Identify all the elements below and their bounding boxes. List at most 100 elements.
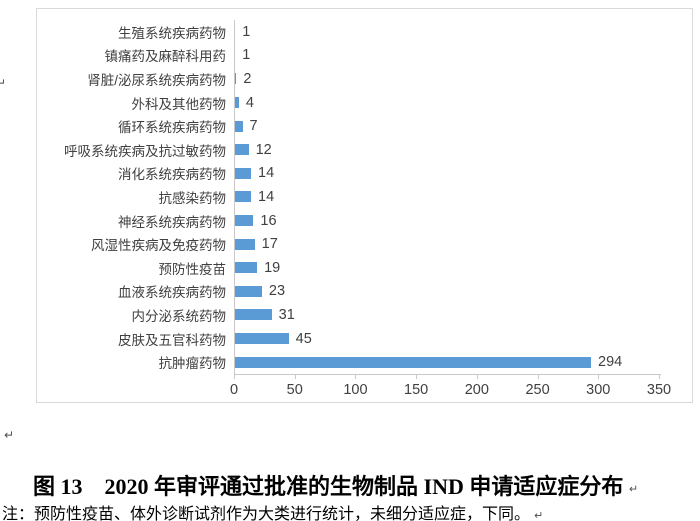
bar — [234, 144, 249, 156]
figure-note-text: 注：预防性疫苗、体外诊断试剂作为大类进行统计，未细分适应症，下同。 — [2, 506, 531, 521]
category-label: 抗肿瘤药物 — [158, 356, 227, 372]
bar — [234, 73, 237, 85]
category-label: 生殖系统疾病药物 — [118, 25, 226, 41]
category-label: 风湿性疾病及免疫药物 — [91, 238, 226, 254]
bar — [234, 356, 591, 368]
chart-row: 风湿性疾病及免疫药物 17 — [37, 232, 661, 256]
bar-track: 1 — [234, 20, 661, 44]
x-axis-tick — [416, 374, 418, 379]
value-label: 1 — [242, 47, 251, 64]
bar-track: 19 — [234, 256, 661, 280]
bar — [234, 309, 272, 321]
value-label: 12 — [255, 141, 272, 158]
category-label: 镇痛药及麻醉科用药 — [104, 49, 227, 65]
category-label: 血液系统疾病药物 — [118, 285, 226, 301]
chart-row: 抗肿瘤药物 294 — [37, 350, 661, 374]
chart-row: 消化系统疾病药物 14 — [37, 162, 661, 186]
x-axis-tick — [598, 374, 600, 379]
bar — [234, 167, 251, 179]
category-label: 内分泌系统药物 — [131, 308, 227, 324]
bar — [234, 262, 258, 274]
figure-caption-text: 图 13 2020 年审评通过批准的生物制品 IND 申请适应症分布 — [33, 474, 624, 499]
category-label: 肾脏/泌尿系统疾病药物 — [87, 72, 226, 88]
paragraph-mark: ↵ — [628, 482, 639, 496]
category-label: 外科及其他药物 — [131, 96, 227, 112]
chart-row: 神经系统疾病药物 16 — [37, 209, 661, 233]
bar-track: 294 — [234, 350, 661, 374]
bar-track: 23 — [234, 280, 661, 304]
category-label: 皮肤及五官科药物 — [118, 332, 226, 348]
bar — [234, 215, 254, 227]
x-axis-tick-label: 350 — [646, 382, 672, 398]
chart-row: 镇痛药及麻醉科用药 1 — [37, 44, 661, 68]
bar-track: 7 — [234, 114, 661, 138]
chart-row: 内分泌系统药物 31 — [37, 303, 661, 327]
chart-row: 生殖系统疾病药物 1 — [37, 20, 661, 44]
x-axis-line — [234, 374, 661, 375]
chart-row: 抗感染药物 14 — [37, 185, 661, 209]
bar — [234, 120, 243, 132]
x-axis-tick — [476, 374, 478, 379]
x-axis-tick-label: 50 — [286, 382, 303, 398]
bar-track: 45 — [234, 327, 661, 351]
figure-note: 注：预防性疫苗、体外诊断试剂作为大类进行统计，未细分适应症，下同。 ↵ — [2, 500, 543, 521]
chart-row: 外科及其他药物 4 — [37, 91, 661, 115]
value-label: 23 — [268, 283, 286, 300]
x-axis-tick — [355, 374, 357, 379]
chart-row: 呼吸系统疾病及抗过敏药物 12 — [37, 138, 661, 162]
x-axis-tick — [294, 374, 296, 379]
x-axis-tick-label: 0 — [229, 382, 239, 398]
bar — [234, 285, 262, 297]
paragraph-mark: ↵ — [0, 76, 7, 90]
category-label: 循环系统疾病药物 — [118, 120, 226, 136]
value-label: 4 — [245, 94, 254, 111]
value-label: 1 — [242, 23, 251, 40]
bar-track: 12 — [234, 138, 661, 162]
value-label: 7 — [249, 118, 258, 135]
bar — [234, 191, 251, 203]
paragraph-mark: ↵ — [4, 428, 15, 442]
x-axis-tick — [659, 374, 660, 379]
x-axis-tick-label: 200 — [464, 382, 489, 398]
bar-chart: 生殖系统疾病药物 1 镇痛药及麻醉科用药 1 肾脏/泌尿系统疾病药物 2 外科及其他药物 4 循… — [36, 8, 693, 403]
x-axis-tick — [234, 374, 235, 379]
chart-row: 肾脏/泌尿系统疾病药物 2 — [37, 67, 661, 91]
category-label: 抗感染药物 — [158, 190, 227, 206]
value-label: 16 — [260, 212, 277, 229]
chart-row: 预防性疫苗 19 — [37, 256, 661, 280]
bar-track: 16 — [234, 209, 661, 233]
bar-track: 17 — [234, 232, 661, 256]
chart-row: 循环系统疾病药物 7 — [37, 114, 661, 138]
category-label: 消化系统疾病药物 — [118, 167, 226, 183]
value-label: 45 — [295, 330, 312, 347]
value-label: 14 — [258, 188, 275, 205]
bar-track: 2 — [234, 67, 661, 91]
category-label: 呼吸系统疾病及抗过敏药物 — [64, 143, 226, 159]
bar — [234, 333, 289, 345]
chart-row: 血液系统疾病药物 23 — [37, 280, 661, 304]
value-label: 2 — [243, 70, 252, 87]
category-label: 预防性疫苗 — [158, 261, 227, 277]
bar-track: 14 — [234, 162, 661, 186]
value-label: 31 — [278, 306, 295, 323]
x-axis-tick — [537, 374, 539, 379]
figure-caption: 图 13 2020 年审评通过批准的生物制品 IND 申请适应症分布 ↵ — [33, 469, 638, 501]
chart-row: 皮肤及五官科药物 45 — [37, 327, 661, 351]
value-label: 19 — [264, 259, 281, 276]
x-axis-tick-label: 250 — [525, 382, 550, 398]
bar-chart-rows: 生殖系统疾病药物 1 镇痛药及麻醉科用药 1 肾脏/泌尿系统疾病药物 2 外科及其他药物 4 循… — [37, 20, 661, 374]
x-axis-tick-label: 150 — [404, 382, 429, 398]
x-axis-tick-label: 100 — [343, 382, 368, 398]
value-label: 294 — [598, 354, 623, 371]
value-label: 17 — [261, 236, 278, 253]
bar — [234, 97, 239, 109]
value-label: 14 — [258, 165, 275, 182]
paragraph-mark: ↵ — [534, 508, 544, 521]
x-axis-tick-label: 300 — [586, 382, 611, 398]
category-label: 神经系统疾病药物 — [118, 214, 226, 230]
bar-track: 31 — [234, 303, 661, 327]
bar-track: 4 — [234, 91, 661, 115]
bar-track: 14 — [234, 185, 661, 209]
bar-track: 1 — [234, 44, 661, 68]
bar — [234, 238, 255, 250]
